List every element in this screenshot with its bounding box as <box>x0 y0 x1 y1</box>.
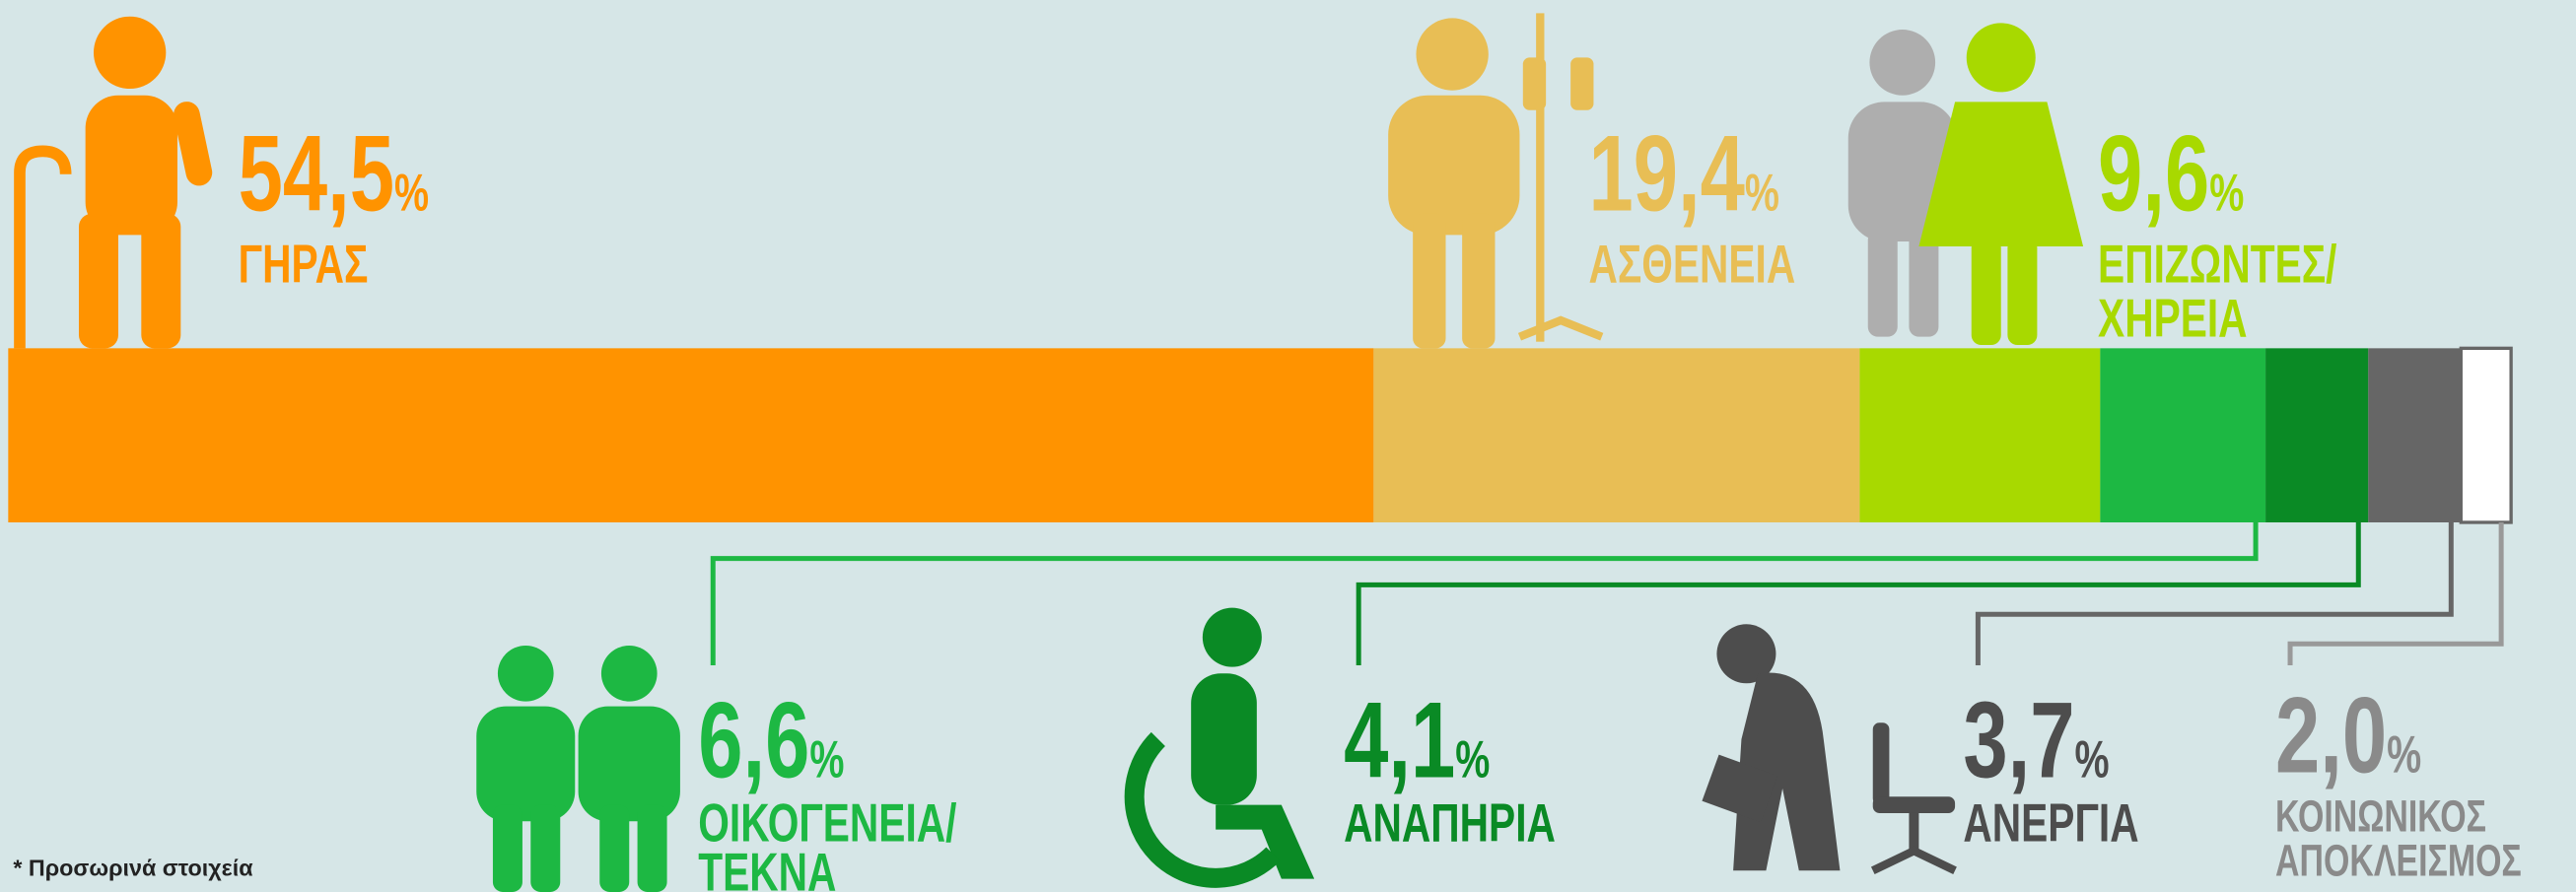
bar-segment <box>2100 348 2266 522</box>
bar-segment <box>1373 348 1860 522</box>
category-label: ΑΠΟΚΛΕΙΣΜΟΣ <box>2275 835 2522 885</box>
value-number: 9,6 <box>2098 111 2209 234</box>
category-label: ΕΠΙΖΩΝΤΕΣ/ <box>2098 235 2336 295</box>
bar-segment <box>2368 348 2462 522</box>
connector <box>1975 521 2454 665</box>
value-label: 54,5% <box>239 111 429 234</box>
value-unit: % <box>394 164 429 222</box>
value-group: 54,5%ΓΗΡΑΣ <box>239 111 429 295</box>
value-number: 4,1 <box>1344 678 1455 800</box>
value-number: 3,7 <box>1963 678 2074 800</box>
category-label: ΑΝΕΡΓΙΑ <box>1963 792 2138 853</box>
value-number: 19,4 <box>1588 111 1745 234</box>
category-label: ΓΗΡΑΣ <box>239 235 369 295</box>
category-label: ΚΟΙΝΩΝΙΚΟΣ <box>2275 790 2486 841</box>
value-unit: % <box>809 730 844 789</box>
value-unit: % <box>2209 164 2244 222</box>
bar-segment <box>1859 348 2101 522</box>
value-group: 4,1%ΑΝΑΠΗΡΙΑ <box>1344 678 1556 854</box>
value-label: 2,0% <box>2275 673 2421 795</box>
value-number: 6,6 <box>698 678 809 800</box>
value-group: 3,7%ΑΝΕΡΓΙΑ <box>1963 678 2138 854</box>
value-label: 4,1% <box>1344 678 1490 800</box>
icon-children <box>476 645 680 892</box>
connector <box>710 521 2259 665</box>
value-number: 54,5 <box>239 111 394 234</box>
value-label: 3,7% <box>1963 678 2109 800</box>
value-group: 9,6%ΕΠΙΖΩΝΤΕΣ/ΧΗΡΕΙΑ <box>2098 111 2336 349</box>
category-label: ΟΙΚΟΓΕΝΕΙΑ/ <box>698 792 956 853</box>
value-unit: % <box>1455 730 1490 789</box>
value-group: 6,6%ΟΙΚΟΓΕΝΕΙΑ/ΤΕΚΝΑ <box>698 678 956 892</box>
connector <box>1356 521 2361 665</box>
category-label: ΤΕΚΝΑ <box>698 842 836 892</box>
value-unit: % <box>2387 725 2421 784</box>
value-unit: % <box>1745 164 1779 222</box>
icon-unemployed <box>1702 624 1957 875</box>
value-label: 19,4% <box>1588 111 1778 234</box>
value-number: 2,0 <box>2275 673 2387 795</box>
value-group: 19,4%ΑΣΘΕΝΕΙΑ <box>1588 111 1795 295</box>
note: * Προσωρινά στοιχεία <box>13 855 253 880</box>
icon-widow <box>1847 23 2084 346</box>
bar-segment <box>2265 348 2369 522</box>
value-label: 9,6% <box>2098 111 2244 234</box>
category-label: ΑΝΑΠΗΡΙΑ <box>1344 792 1556 853</box>
value-label: 6,6% <box>698 678 844 800</box>
icon-patient <box>1388 13 1604 349</box>
value-unit: % <box>2075 730 2110 789</box>
category-label: ΧΗΡΕΙΑ <box>2098 289 2247 349</box>
bar-segment <box>2459 346 2513 524</box>
icon-elderly <box>14 16 213 349</box>
category-label: ΑΣΘΕΝΕΙΑ <box>1588 235 1795 295</box>
icon-wheelchair <box>1124 607 1315 888</box>
bar-segment <box>8 348 1374 522</box>
connector <box>2287 521 2504 665</box>
